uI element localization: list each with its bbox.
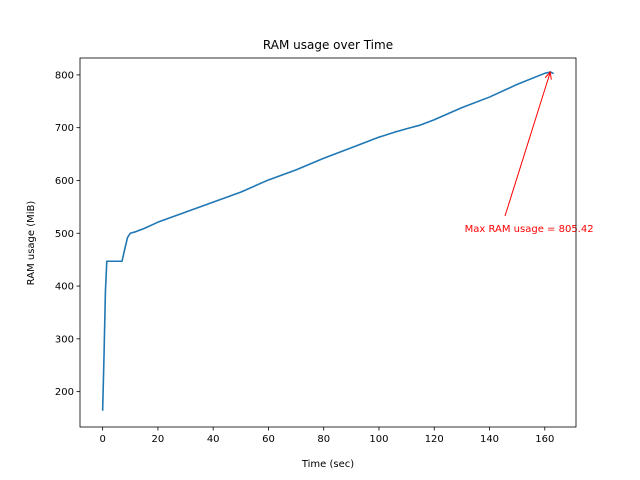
x-tick-label: 40 xyxy=(207,434,220,445)
y-tick-label: 500 xyxy=(55,229,74,240)
x-tick-label: 120 xyxy=(425,434,444,445)
plot-frame xyxy=(79,57,577,428)
chart-title: RAM usage over Time xyxy=(263,38,393,52)
x-tick-label: 60 xyxy=(262,434,275,445)
y-axis-label: RAM usage (MiB) xyxy=(26,201,37,286)
annotation-arrow xyxy=(504,71,551,217)
y-tick-label: 800 xyxy=(55,70,74,81)
series-line xyxy=(101,71,554,411)
y-tick-label: 300 xyxy=(55,334,74,345)
annotation-text: Max RAM usage = 805.42 xyxy=(465,224,594,235)
x-tick-label: 100 xyxy=(369,434,388,445)
x-axis-label: Time (sec) xyxy=(301,459,354,470)
y-tick-label: 600 xyxy=(55,176,74,187)
x-tick-label: 20 xyxy=(152,434,165,445)
x-tick-label: 0 xyxy=(99,434,105,445)
x-tick-label: 160 xyxy=(535,434,554,445)
y-tick-label: 200 xyxy=(55,387,74,398)
x-tick-label: 80 xyxy=(317,434,330,445)
y-tick-label: 700 xyxy=(55,123,74,134)
y-tick-label: 400 xyxy=(55,282,74,293)
annotation-arrowhead xyxy=(544,70,552,80)
x-tick-label: 140 xyxy=(480,434,499,445)
